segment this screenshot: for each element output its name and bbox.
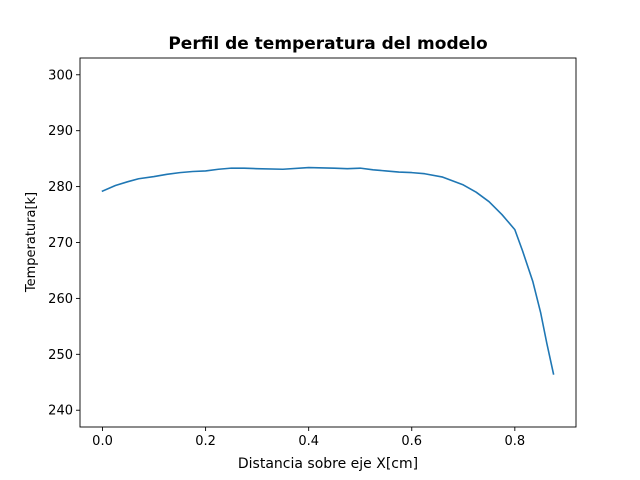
chart-title: Perfil de temperatura del modelo xyxy=(168,34,487,54)
x-tick-label: 0.4 xyxy=(298,434,319,449)
y-tick-label: 260 xyxy=(48,292,73,307)
y-tick-label: 250 xyxy=(48,348,73,363)
x-axis-label: Distancia sobre eje X[cm] xyxy=(238,456,418,472)
y-tick-label: 270 xyxy=(48,236,73,251)
y-tick-label: 290 xyxy=(48,124,73,139)
y-axis-label: Temperatura[k] xyxy=(24,192,39,293)
y-tick-label: 240 xyxy=(48,404,73,419)
x-tick-label: 0.2 xyxy=(195,434,216,449)
series-line-0 xyxy=(101,166,555,375)
plot-area: 0.0 0.2 0.4 0.6 0.8 240 250 260 270 280 290 300 xyxy=(48,57,577,449)
y-tick-label: 280 xyxy=(48,180,73,195)
x-tick-label: 0.6 xyxy=(401,434,422,449)
axes-frame xyxy=(79,57,577,428)
x-tick-label: 0.8 xyxy=(504,434,525,449)
y-tick-label: 300 xyxy=(48,68,73,83)
x-tick-label: 0.0 xyxy=(92,434,113,449)
